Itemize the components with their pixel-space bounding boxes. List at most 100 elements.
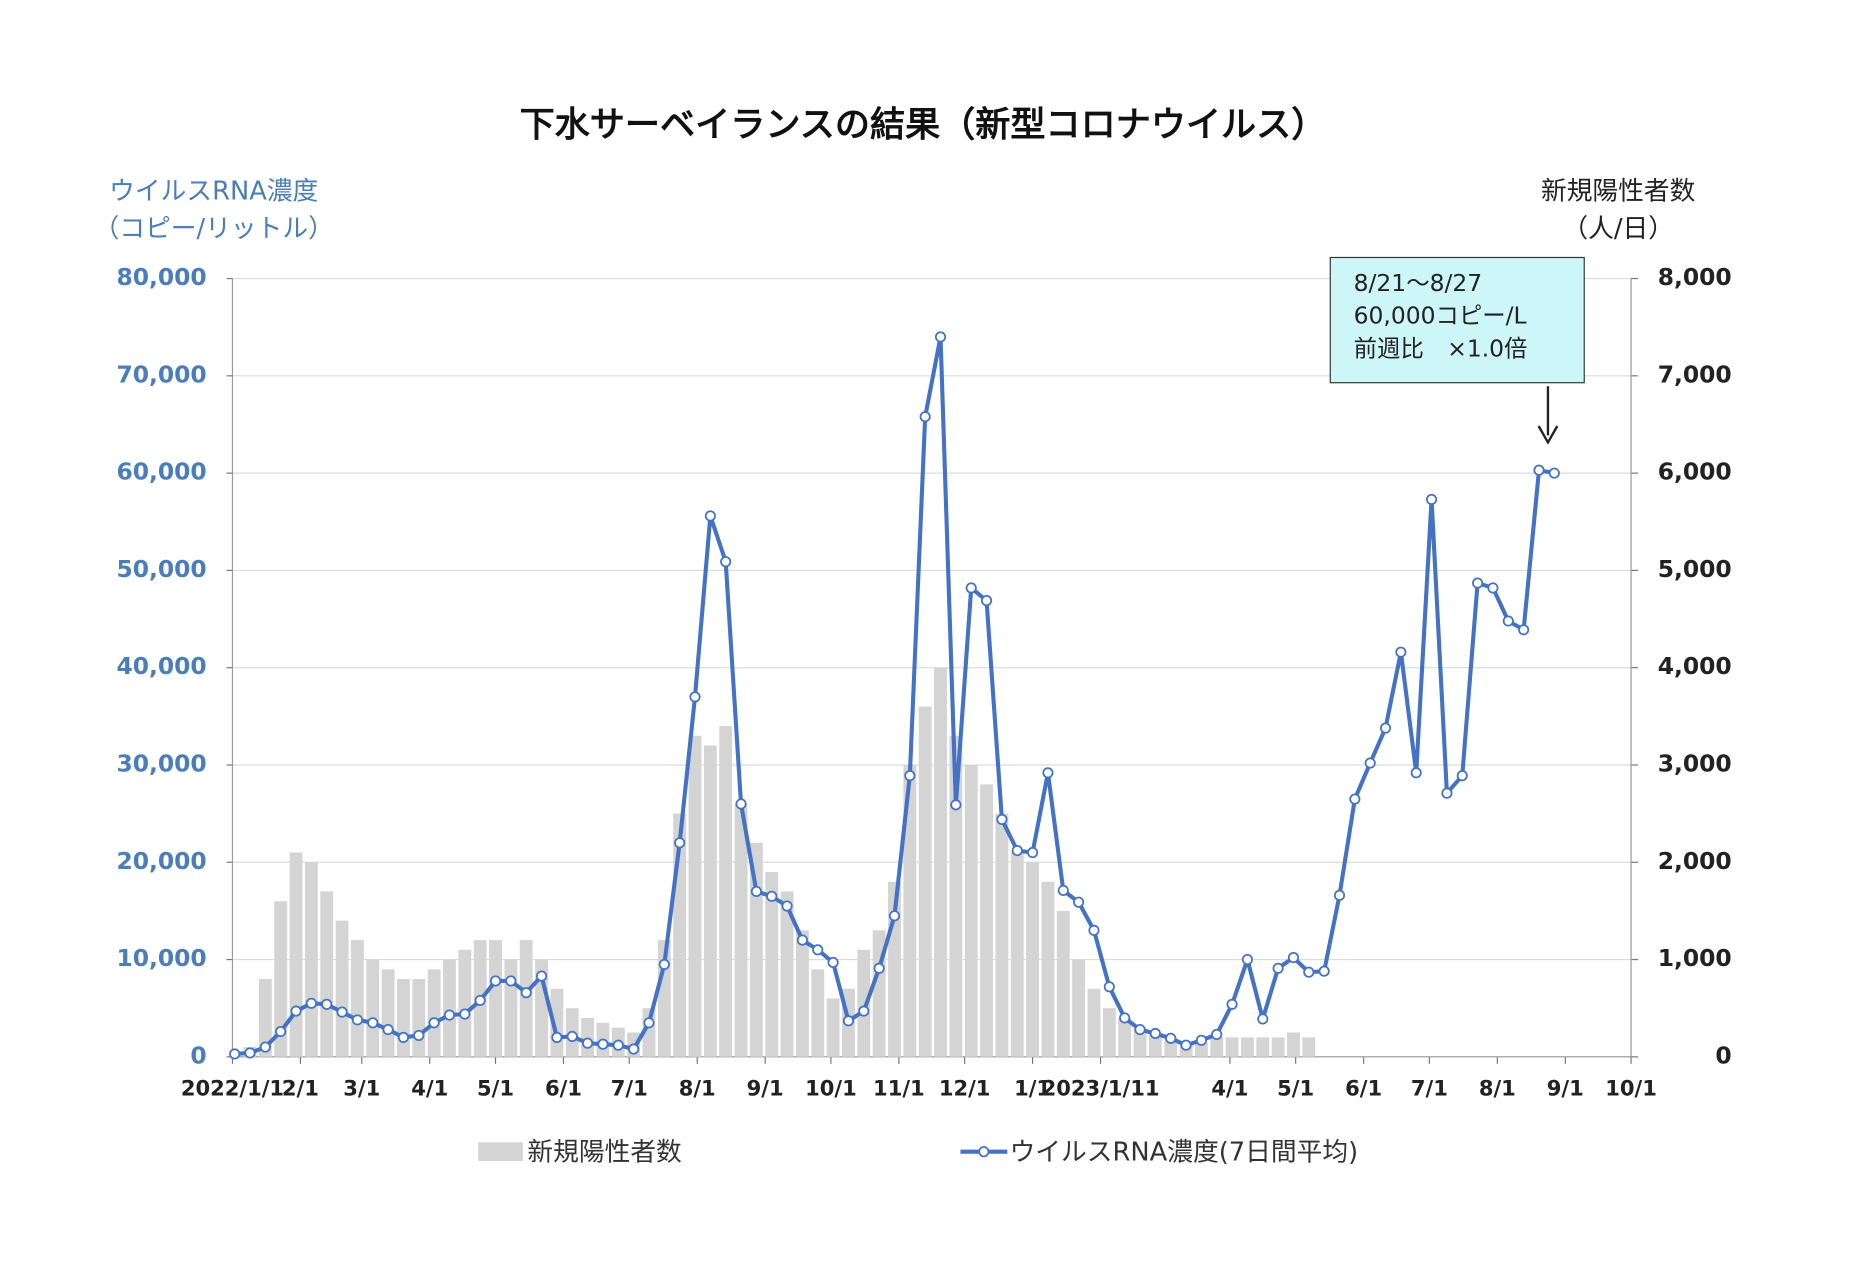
annotation-text: 8/21～8/27 (1354, 269, 1482, 297)
bar (304, 862, 318, 1057)
y2-axis-label: （人/日） (1562, 214, 1674, 244)
marker (1318, 965, 1330, 977)
bar (995, 813, 1009, 1057)
marker (812, 944, 824, 956)
marker (689, 691, 701, 703)
marker (643, 1017, 655, 1029)
marker (904, 770, 916, 782)
x-tick-label: 7/1 (1411, 1076, 1448, 1101)
bar (1087, 988, 1101, 1057)
marker (582, 1037, 594, 1049)
marker (1272, 962, 1284, 974)
x-tick-label: 9/1 (747, 1076, 784, 1101)
marker (474, 994, 486, 1006)
marker (351, 1014, 363, 1026)
bar (320, 891, 334, 1057)
bar (949, 735, 963, 1057)
y2-tick-label: 8,000 (1658, 263, 1732, 291)
marker (934, 331, 947, 343)
bar (335, 920, 349, 1057)
marker (781, 900, 793, 912)
marker (1088, 924, 1100, 936)
x-tick-label: 3/1 (343, 1076, 380, 1101)
marker (428, 1017, 440, 1029)
marker (704, 510, 716, 522)
y2-tick-label: 2,000 (1658, 847, 1732, 875)
marker (520, 987, 532, 999)
y-tick-label: 70,000 (116, 360, 206, 388)
marker (1073, 896, 1085, 908)
x-tick-label: 6/1 (1345, 1076, 1382, 1101)
marker (858, 1005, 870, 1017)
marker (1103, 981, 1115, 993)
x-tick-label: 6/1 (545, 1076, 582, 1101)
bar (489, 940, 502, 1057)
x-tick-label: 9/1 (1547, 1076, 1584, 1101)
marker (566, 1030, 578, 1042)
bar (412, 979, 426, 1057)
x-tick-label: 10/1 (805, 1076, 857, 1101)
bar (857, 949, 871, 1057)
marker (965, 582, 977, 594)
bar (350, 940, 364, 1057)
marker (1134, 1024, 1146, 1036)
marker (1472, 577, 1484, 589)
marker (1303, 966, 1315, 978)
y-tick-label: 80,000 (116, 263, 206, 291)
marker (1042, 767, 1054, 779)
bar (1133, 1027, 1147, 1057)
legend-label: ウイルスRNA濃度(7日間平均) (1010, 1137, 1359, 1167)
marker (321, 998, 333, 1010)
bar (918, 706, 932, 1057)
x-tick-label: 7/1 (611, 1076, 648, 1101)
bar (381, 969, 395, 1057)
annotation-text: 前週比 ×1.0倍 (1354, 334, 1528, 362)
y-tick-label: 20,000 (116, 847, 206, 875)
marker (919, 411, 931, 423)
x-tick-label: 2023/1/11 (1042, 1076, 1160, 1101)
x-tick-label: 8/1 (679, 1076, 716, 1101)
bar (780, 891, 794, 1057)
bar (1225, 1037, 1239, 1057)
marker (489, 975, 502, 987)
bar (964, 764, 978, 1057)
y-tick-label: 50,000 (116, 555, 206, 583)
marker (750, 885, 762, 898)
marker (535, 970, 548, 982)
marker (842, 1015, 855, 1027)
marker (305, 997, 317, 1009)
marker (735, 798, 747, 810)
marker (996, 813, 1008, 826)
marker (1487, 582, 1499, 594)
y2-tick-label: 3,000 (1658, 749, 1732, 777)
bar (1102, 1008, 1116, 1057)
bar (1118, 1017, 1132, 1057)
bar (443, 959, 456, 1057)
marker (1027, 846, 1039, 859)
bar (1194, 1042, 1208, 1057)
y-tick-label: 0 (190, 1041, 206, 1069)
marker (1211, 1028, 1223, 1041)
marker (873, 962, 885, 974)
y2-tick-label: 5,000 (1658, 555, 1732, 583)
marker (597, 1038, 609, 1050)
marker (628, 1043, 640, 1055)
chart-title: 下水サーベイランスの結果（新型コロナウイルス） (520, 104, 1327, 145)
marker (1456, 770, 1468, 782)
y-axis-label: （コピー/リットル） (94, 214, 334, 244)
y-tick-label: 30,000 (116, 749, 206, 777)
marker (1119, 1012, 1131, 1024)
x-tick-label: 8/1 (1479, 1076, 1516, 1101)
marker (1548, 467, 1560, 479)
marker (259, 1041, 271, 1053)
y2-tick-label: 1,000 (1658, 944, 1732, 972)
bar (519, 940, 533, 1057)
bar (458, 949, 472, 1057)
marker (766, 890, 778, 902)
marker (1379, 722, 1392, 734)
marker (827, 956, 839, 969)
annotation-arrow (1537, 425, 1559, 445)
x-tick-label: 4/1 (411, 1076, 448, 1101)
bar (366, 959, 380, 1057)
